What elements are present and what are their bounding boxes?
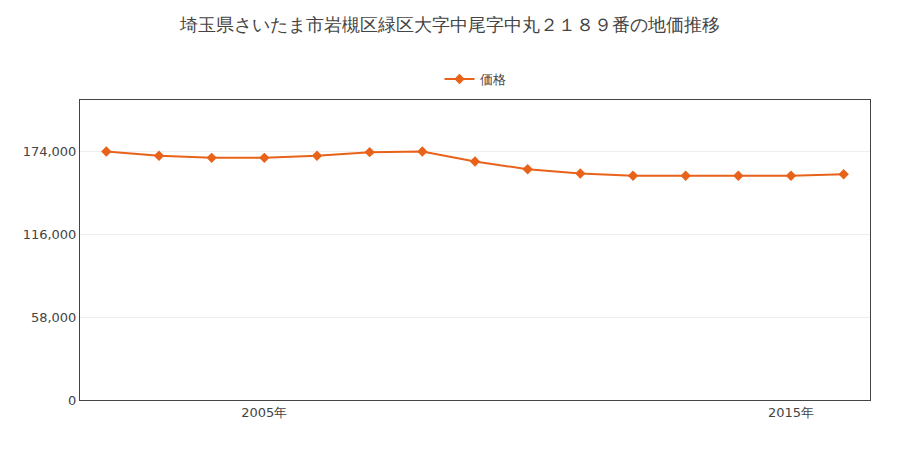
svg-text:174,000: 174,000 [23, 144, 77, 159]
svg-text:2005年: 2005年 [241, 405, 287, 420]
svg-text:58,000: 58,000 [31, 310, 77, 325]
svg-text:埼玉県さいたま市岩槻区緑区大字中尾字中丸２１８９番の地価推移: 埼玉県さいたま市岩槻区緑区大字中尾字中丸２１８９番の地価推移 [179, 14, 720, 35]
svg-text:0: 0 [68, 393, 76, 408]
svg-text:価格: 価格 [480, 72, 506, 87]
svg-text:116,000: 116,000 [23, 227, 77, 242]
svg-text:2015年: 2015年 [768, 405, 814, 420]
